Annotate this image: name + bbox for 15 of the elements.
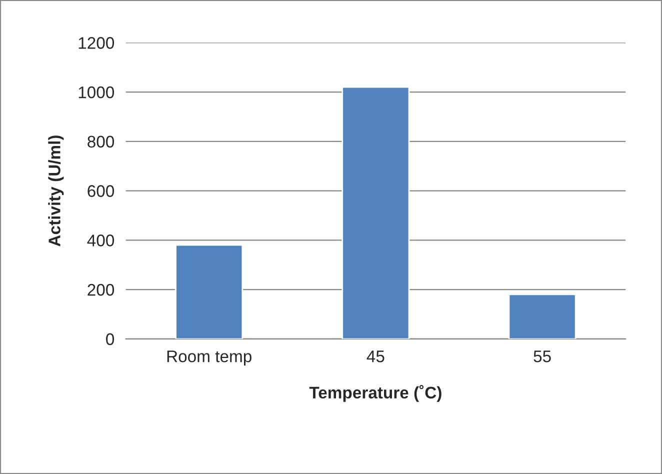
x-tick-label: 45 (366, 350, 384, 362)
y-tick-label: 800 (88, 136, 114, 148)
bar (175, 244, 244, 339)
bar (342, 86, 410, 339)
x-tick-label: 55 (534, 350, 551, 362)
y-tick-label: 1000 (78, 86, 114, 98)
y-tick-label: 400 (87, 234, 114, 246)
x-axis-title: Temperature (˚C) (309, 385, 442, 402)
x-tick-label: Room temp (167, 350, 252, 366)
y-axis-title: Activity (U/ml) (48, 136, 64, 246)
y-tick-label: 0 (106, 333, 114, 346)
y-tick-label: 600 (88, 185, 114, 197)
y-tick-label: 1200 (78, 37, 114, 49)
bar (508, 294, 576, 339)
y-tick-label: 200 (88, 284, 114, 296)
